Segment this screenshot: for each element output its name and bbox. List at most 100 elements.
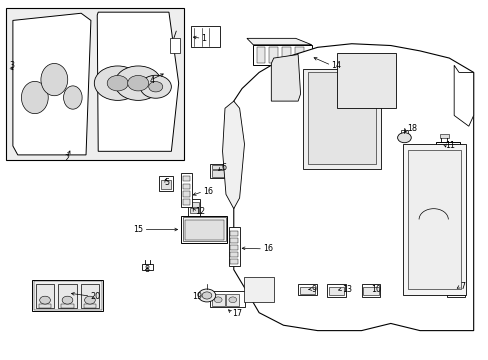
Circle shape xyxy=(148,82,163,92)
Circle shape xyxy=(94,66,141,100)
FancyBboxPatch shape xyxy=(228,226,239,266)
FancyBboxPatch shape xyxy=(336,53,395,108)
FancyBboxPatch shape xyxy=(181,216,227,243)
Polygon shape xyxy=(13,13,91,155)
Text: 13: 13 xyxy=(341,284,351,293)
FancyBboxPatch shape xyxy=(189,202,198,207)
Circle shape xyxy=(62,296,73,304)
Polygon shape xyxy=(222,101,244,209)
Text: 18: 18 xyxy=(407,124,417,133)
FancyBboxPatch shape xyxy=(210,291,245,307)
Text: 16: 16 xyxy=(203,187,213,196)
FancyBboxPatch shape xyxy=(447,287,463,296)
FancyBboxPatch shape xyxy=(230,238,238,243)
Text: 19: 19 xyxy=(192,292,202,301)
FancyBboxPatch shape xyxy=(256,46,265,63)
Text: 12: 12 xyxy=(194,207,204,216)
Ellipse shape xyxy=(21,81,48,114)
FancyBboxPatch shape xyxy=(230,230,238,235)
Circle shape xyxy=(84,296,95,304)
FancyBboxPatch shape xyxy=(437,144,457,157)
Polygon shape xyxy=(233,44,473,330)
Circle shape xyxy=(202,292,211,299)
FancyBboxPatch shape xyxy=(299,287,315,294)
Polygon shape xyxy=(97,12,178,151)
Circle shape xyxy=(140,75,171,98)
FancyBboxPatch shape xyxy=(253,45,311,64)
FancyBboxPatch shape xyxy=(361,284,379,297)
FancyBboxPatch shape xyxy=(362,287,378,296)
FancyBboxPatch shape xyxy=(400,130,407,134)
FancyBboxPatch shape xyxy=(83,305,96,308)
FancyBboxPatch shape xyxy=(34,282,102,310)
Text: 11: 11 xyxy=(445,141,454,150)
FancyBboxPatch shape xyxy=(188,199,200,216)
Text: 20: 20 xyxy=(90,292,101,301)
FancyBboxPatch shape xyxy=(402,144,466,295)
FancyBboxPatch shape xyxy=(230,245,238,250)
FancyBboxPatch shape xyxy=(294,46,303,63)
Text: 2: 2 xyxy=(64,154,69,163)
Circle shape xyxy=(115,66,161,100)
Circle shape xyxy=(107,76,128,91)
FancyBboxPatch shape xyxy=(435,142,459,158)
Circle shape xyxy=(228,297,236,303)
FancyBboxPatch shape xyxy=(211,170,224,177)
Circle shape xyxy=(214,297,222,303)
Text: 6: 6 xyxy=(221,163,226,172)
Text: 16: 16 xyxy=(263,244,272,253)
FancyBboxPatch shape xyxy=(190,26,220,47)
FancyBboxPatch shape xyxy=(39,305,51,308)
Text: 17: 17 xyxy=(232,309,242,318)
Circle shape xyxy=(198,289,215,302)
FancyBboxPatch shape xyxy=(298,284,316,295)
Text: 5: 5 xyxy=(163,178,169,187)
FancyBboxPatch shape xyxy=(211,165,224,169)
FancyBboxPatch shape xyxy=(226,294,239,306)
FancyBboxPatch shape xyxy=(58,284,77,309)
Text: 10: 10 xyxy=(370,284,381,293)
Ellipse shape xyxy=(63,86,82,109)
Text: 7: 7 xyxy=(459,282,464,291)
FancyBboxPatch shape xyxy=(307,72,375,164)
FancyBboxPatch shape xyxy=(36,284,54,309)
Polygon shape xyxy=(453,65,473,126)
FancyBboxPatch shape xyxy=(32,280,103,311)
FancyBboxPatch shape xyxy=(181,173,191,207)
Circle shape xyxy=(397,133,410,143)
FancyBboxPatch shape xyxy=(244,277,273,302)
FancyBboxPatch shape xyxy=(182,199,190,205)
Text: 15: 15 xyxy=(133,225,143,234)
FancyBboxPatch shape xyxy=(210,164,225,178)
FancyBboxPatch shape xyxy=(182,192,190,197)
Text: 9: 9 xyxy=(311,284,316,293)
FancyBboxPatch shape xyxy=(170,39,180,53)
FancyBboxPatch shape xyxy=(142,264,153,270)
Ellipse shape xyxy=(41,63,68,96)
FancyBboxPatch shape xyxy=(439,134,448,138)
Polygon shape xyxy=(271,54,300,101)
FancyBboxPatch shape xyxy=(211,294,224,306)
Text: 1: 1 xyxy=(201,34,206,43)
FancyBboxPatch shape xyxy=(161,180,170,189)
FancyBboxPatch shape xyxy=(61,305,74,308)
Polygon shape xyxy=(246,39,311,45)
FancyBboxPatch shape xyxy=(269,46,278,63)
Circle shape xyxy=(127,76,148,91)
FancyBboxPatch shape xyxy=(81,284,99,309)
FancyBboxPatch shape xyxy=(328,287,344,296)
FancyBboxPatch shape xyxy=(182,184,190,189)
FancyBboxPatch shape xyxy=(303,69,380,169)
FancyBboxPatch shape xyxy=(189,208,198,213)
FancyBboxPatch shape xyxy=(184,220,224,240)
FancyBboxPatch shape xyxy=(230,259,238,264)
FancyBboxPatch shape xyxy=(230,252,238,257)
FancyBboxPatch shape xyxy=(182,217,225,241)
Circle shape xyxy=(40,296,50,304)
FancyBboxPatch shape xyxy=(446,284,465,297)
FancyBboxPatch shape xyxy=(182,176,190,181)
FancyBboxPatch shape xyxy=(282,46,290,63)
Text: 8: 8 xyxy=(144,265,149,274)
FancyBboxPatch shape xyxy=(5,8,183,160)
Text: 4: 4 xyxy=(150,76,155,85)
